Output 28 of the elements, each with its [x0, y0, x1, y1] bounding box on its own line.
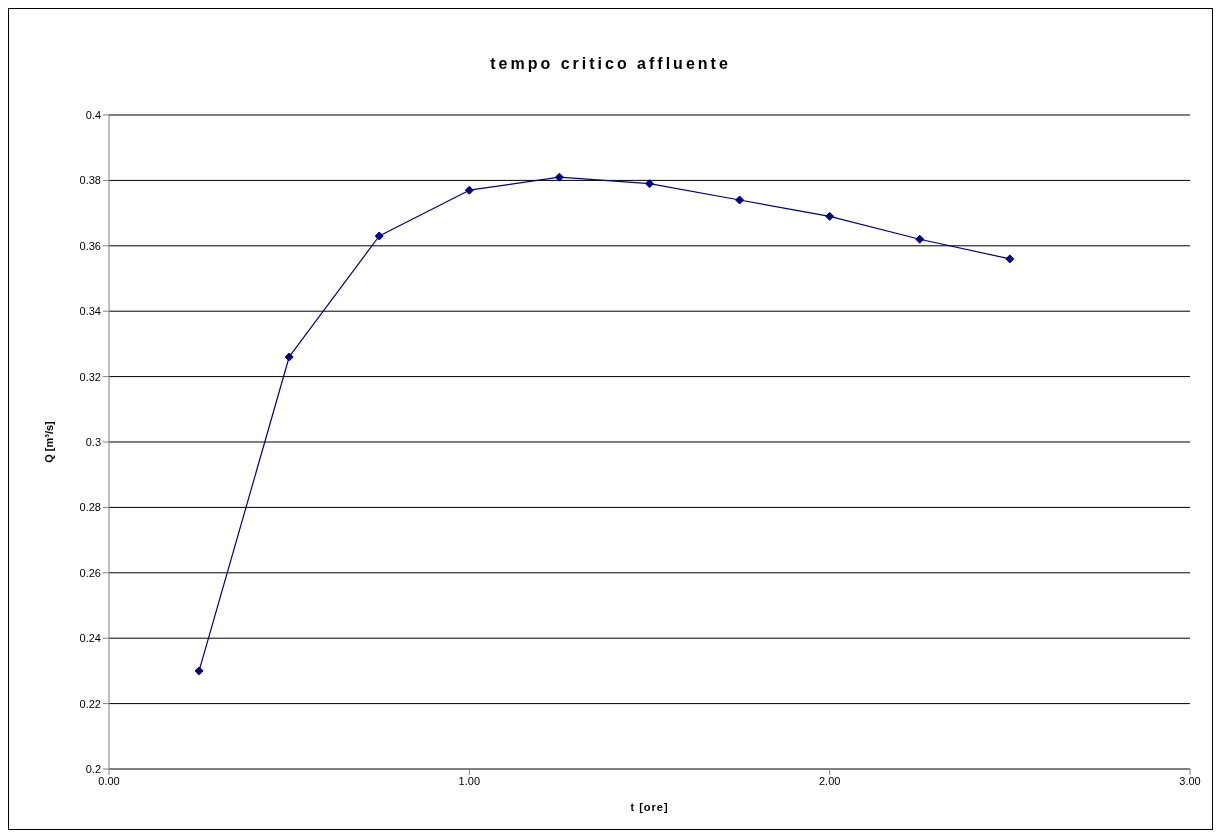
- y-tick-label: 0.24: [79, 632, 101, 645]
- y-tick-label: 0.22: [79, 697, 101, 710]
- point: [825, 211, 835, 221]
- y-tick-label: 0.26: [79, 566, 101, 579]
- y-tick-label: 0.38: [79, 174, 101, 187]
- x-tick-label: 2.00: [818, 774, 841, 787]
- y-tick-label: 0.4: [85, 108, 101, 121]
- y-axis-title: Q [m³/s]: [42, 420, 55, 463]
- x-tick-label: 0.00: [98, 774, 120, 787]
- point: [915, 234, 925, 244]
- point: [735, 195, 745, 205]
- point: [194, 666, 204, 676]
- chart-title: tempo critico affluente: [489, 55, 732, 73]
- point: [374, 231, 384, 241]
- y-tick-label: 0.34: [79, 305, 101, 318]
- y-tick-label: 0.2: [85, 762, 101, 775]
- point: [554, 172, 564, 182]
- y-tick-label: 0.28: [79, 501, 101, 514]
- y-tick-label: 0.36: [79, 239, 101, 252]
- point: [284, 352, 294, 362]
- point: [645, 179, 654, 189]
- point: [464, 185, 474, 195]
- y-tick-label: 0.3: [85, 435, 101, 448]
- x-tick-label: 3.00: [1179, 774, 1201, 787]
- point: [1005, 254, 1015, 264]
- y-tick-label: 0.32: [79, 370, 101, 383]
- x-tick-label: 1.00: [458, 774, 481, 787]
- x-axis-title: t [ore]: [630, 801, 669, 813]
